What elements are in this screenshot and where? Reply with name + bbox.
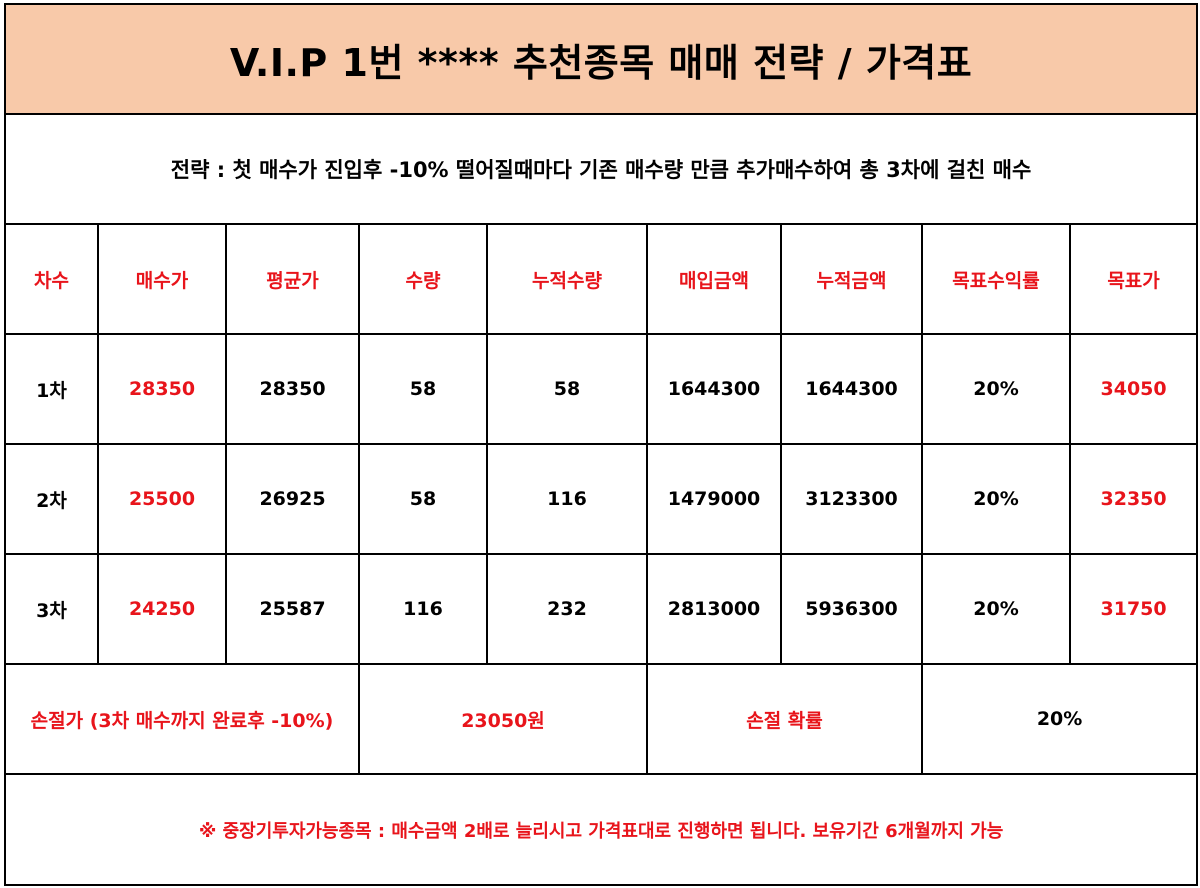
note-row: ※ 중장기투자가능종목 : 매수금액 2배로 늘리시고 가격표대로 진행하면 됩…: [3, 773, 1199, 886]
cell-target-price: 34050: [1068, 333, 1199, 445]
cell-cumulative-quantity: 232: [486, 553, 648, 665]
table-row: 2차 25500 26925 58 116 1479000 3123300 20…: [4, 443, 1199, 555]
header-buy-price: 매수가: [97, 223, 227, 335]
cell-cumulative-amount: 3123300: [780, 443, 923, 555]
cell-quantity: 116: [358, 553, 488, 665]
stoploss-row: 손절가 (3차 매수까지 완료후 -10%) 23050원 손절 확률 20%: [4, 663, 1199, 775]
cell-purchase-amount: 2813000: [646, 553, 782, 665]
stoploss-price: 23050원: [358, 663, 648, 775]
cell-target-return: 20%: [921, 333, 1071, 445]
header-cumulative-amount: 누적금액: [780, 223, 923, 335]
cell-cumulative-quantity: 58: [486, 333, 648, 445]
footer-note: ※ 중장기투자가능종목 : 매수금액 2배로 늘리시고 가격표대로 진행하면 됩…: [3, 773, 1199, 886]
cell-round: 1차: [4, 333, 99, 445]
stoploss-label: 손절가 (3차 매수까지 완료후 -10%): [4, 663, 360, 775]
cell-round: 3차: [4, 553, 99, 665]
header-purchase-amount: 매입금액: [646, 223, 782, 335]
table-row: 1차 28350 28350 58 58 1644300 1644300 20%…: [4, 333, 1199, 445]
page-title: V.I.P 1번 **** 추천종목 매매 전략 / 가격표: [3, 3, 1199, 115]
cell-buy-price: 28350: [97, 333, 227, 445]
stoploss-probability-value: 20%: [920, 663, 1199, 775]
strategy-row: 전략 : 첫 매수가 진입후 -10% 떨어질때마다 기존 매수량 만큼 추가매…: [3, 113, 1199, 225]
cell-purchase-amount: 1644300: [646, 333, 782, 445]
price-table: V.I.P 1번 **** 추천종목 매매 전략 / 가격표 전략 : 첫 매수…: [3, 3, 1199, 886]
header-target-return: 목표수익률: [921, 223, 1071, 335]
header-round: 차수: [4, 223, 99, 335]
header-average-price: 평균가: [225, 223, 360, 335]
cell-target-return: 20%: [921, 553, 1071, 665]
cell-round: 2차: [4, 443, 99, 555]
cell-buy-price: 24250: [97, 553, 227, 665]
cell-target-price: 32350: [1068, 443, 1199, 555]
cell-purchase-amount: 1479000: [646, 443, 782, 555]
cell-cumulative-quantity: 116: [486, 443, 648, 555]
cell-cumulative-amount: 5936300: [780, 553, 923, 665]
title-row: V.I.P 1번 **** 추천종목 매매 전략 / 가격표: [3, 3, 1199, 115]
cell-quantity: 58: [358, 443, 488, 555]
cell-buy-price: 25500: [97, 443, 227, 555]
cell-target-price: 31750: [1068, 553, 1199, 665]
stoploss-probability-label: 손절 확률: [646, 663, 923, 775]
header-target-price: 목표가: [1068, 223, 1199, 335]
header-row: 차수 매수가 평균가 수량 누적수량 매입금액 누적금액 목표수익률 목표가: [4, 223, 1199, 335]
header-quantity: 수량: [358, 223, 488, 335]
cell-average-price: 26925: [225, 443, 360, 555]
header-cumulative-quantity: 누적수량: [486, 223, 648, 335]
cell-quantity: 58: [358, 333, 488, 445]
cell-average-price: 28350: [225, 333, 360, 445]
cell-target-return: 20%: [921, 443, 1071, 555]
strategy-text: 전략 : 첫 매수가 진입후 -10% 떨어질때마다 기존 매수량 만큼 추가매…: [3, 113, 1199, 225]
table-row: 3차 24250 25587 116 232 2813000 5936300 2…: [4, 553, 1199, 665]
cell-average-price: 25587: [225, 553, 360, 665]
cell-cumulative-amount: 1644300: [780, 333, 923, 445]
